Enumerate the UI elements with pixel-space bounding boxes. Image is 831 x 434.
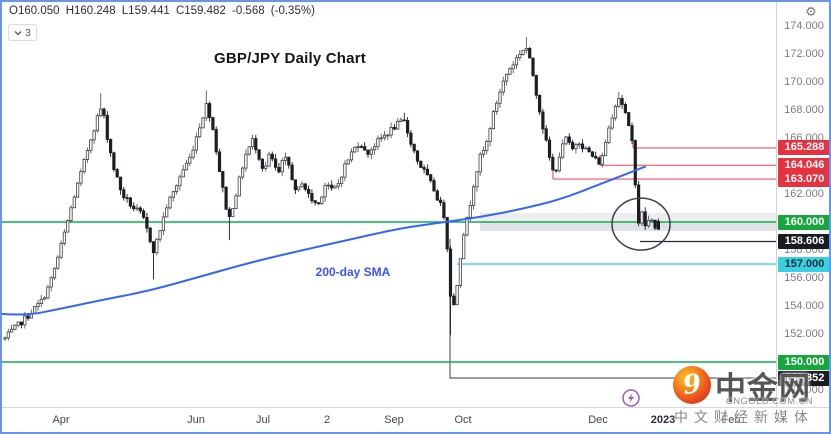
price-axis-label: 162.000 [784, 187, 824, 200]
time-axis-label: 2 [323, 414, 331, 426]
price-level-badge: 165.288 [778, 140, 831, 156]
price-level-badge: 163.070 [778, 171, 831, 187]
candlestick-series [3, 37, 661, 342]
time-axis-label: Oct [454, 414, 472, 426]
highlight-circle [611, 197, 671, 251]
time-axis-label: Jun [187, 414, 205, 426]
time-axis-label: Apr [52, 414, 70, 426]
price-axis-label: 168.000 [784, 103, 824, 116]
price-level-badge: 160.000 [778, 214, 831, 230]
crash-low-ray [449, 238, 776, 379]
chart-title: GBP/JPY Daily Chart [214, 50, 366, 67]
time-axis-label: Dec [588, 414, 608, 426]
time-axis[interactable]: Apr Jun Jul 2 Sep Oct Dec 2023 Feb [0, 407, 831, 433]
sma-line [0, 165, 646, 316]
time-axis-label: 2023 [650, 414, 676, 426]
event-lightning-icon [622, 389, 640, 407]
price-level-badge: 150.000 [778, 354, 831, 370]
gear-icon[interactable]: ⚙ [805, 4, 817, 19]
time-axis-label: Sep [384, 414, 404, 426]
price-level-badge: 164.046 [778, 157, 831, 173]
ohlc-legend: O160.050 H160.248 L159.441 C159.482 -0.5… [9, 5, 315, 17]
chevron-down-icon [14, 30, 22, 35]
time-axis-label: Feb [721, 414, 741, 426]
time-axis-label: Jul [255, 414, 271, 426]
price-level-badge: 148.852 [778, 370, 831, 386]
price-axis-label: 148.000 [784, 383, 824, 396]
price-axis-label: 152.000 [784, 327, 824, 340]
price-level-badge: 157.000 [778, 256, 831, 272]
price-axis-label: 154.000 [784, 299, 824, 312]
price-axis[interactable]: 174.000 172.000 170.000 168.000 166.000 162.0… [776, 0, 831, 407]
price-axis-label: 170.000 [784, 75, 824, 88]
price-axis-label: 172.000 [784, 47, 824, 60]
legend-collapse-button[interactable]: 3 [8, 24, 37, 41]
price-axis-label: 174.000 [784, 19, 824, 32]
legend-collapse-count: 3 [25, 26, 31, 39]
sma-annotation-label: 200-day SMA [315, 265, 391, 279]
price-level-badge: 158.606 [778, 234, 831, 250]
price-axis-label: 156.000 [784, 271, 824, 284]
